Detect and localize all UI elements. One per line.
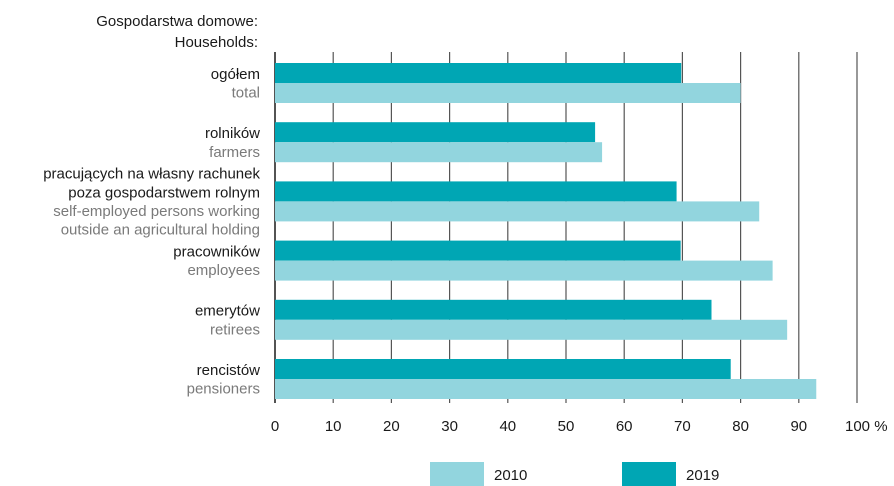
x-tick-label: 90 [790,418,807,435]
x-tick-label: 50 [558,418,575,435]
x-tick-label: 20 [383,418,400,435]
x-tick-label: 10 [325,418,342,435]
category-label-pl: rencistów [197,362,261,379]
category-label-pl: poza gospodarstwem rolnym [68,184,260,201]
bars [275,63,817,399]
bar-2010 [275,201,760,222]
header-line-2: Households: [175,34,258,51]
legend: 2010 2019 [430,462,719,486]
category-labels: ogółem total rolników farmers pracujących na… [43,66,260,398]
bar-2010 [275,379,817,399]
x-tick-label: 0 [271,418,279,435]
bar-2019 [275,359,731,379]
category-label-en: employees [187,262,260,279]
bar-2019 [275,240,681,261]
bar-2019 [275,63,682,83]
bar-2019 [275,122,596,143]
category-label-en: farmers [209,144,260,161]
category-label-en: pensioners [187,381,260,398]
x-tick-label: 80 [732,418,749,435]
category-label-en: self-employed persons working [53,203,260,220]
x-axis-ticks: 0 10 20 30 40 50 60 70 80 90 100 % [271,418,888,435]
bar-2010 [275,319,788,340]
category-label-en: outside an agricultural holding [61,222,260,239]
category-label-en: total [232,85,260,102]
header-line-1: Gospodarstwa domowe: [96,13,258,30]
category-label-en: retirees [210,321,260,338]
category-label-pl: rolników [205,125,260,142]
x-tick-label: 40 [499,418,516,435]
grid-lines [274,52,858,403]
bar-2010 [275,142,603,163]
legend-swatch-2019 [622,462,676,486]
legend-swatch-2010 [430,462,484,486]
bar-2019 [275,299,712,320]
category-label-pl: emerytów [195,303,260,320]
legend-label-2019: 2019 [686,467,719,484]
bar-2019 [275,181,677,202]
x-tick-label: 60 [616,418,633,435]
bar-2010 [275,260,773,281]
legend-label-2010: 2010 [494,467,527,484]
x-tick-label: 100 % [845,418,888,435]
x-tick-label: 70 [674,418,691,435]
category-label-pl: ogółem [211,66,260,83]
category-label-pl: pracujących na własny rachunek [43,166,260,183]
x-tick-label: 30 [441,418,458,435]
category-label-pl: pracowników [173,243,260,260]
bar-2010 [275,83,741,103]
